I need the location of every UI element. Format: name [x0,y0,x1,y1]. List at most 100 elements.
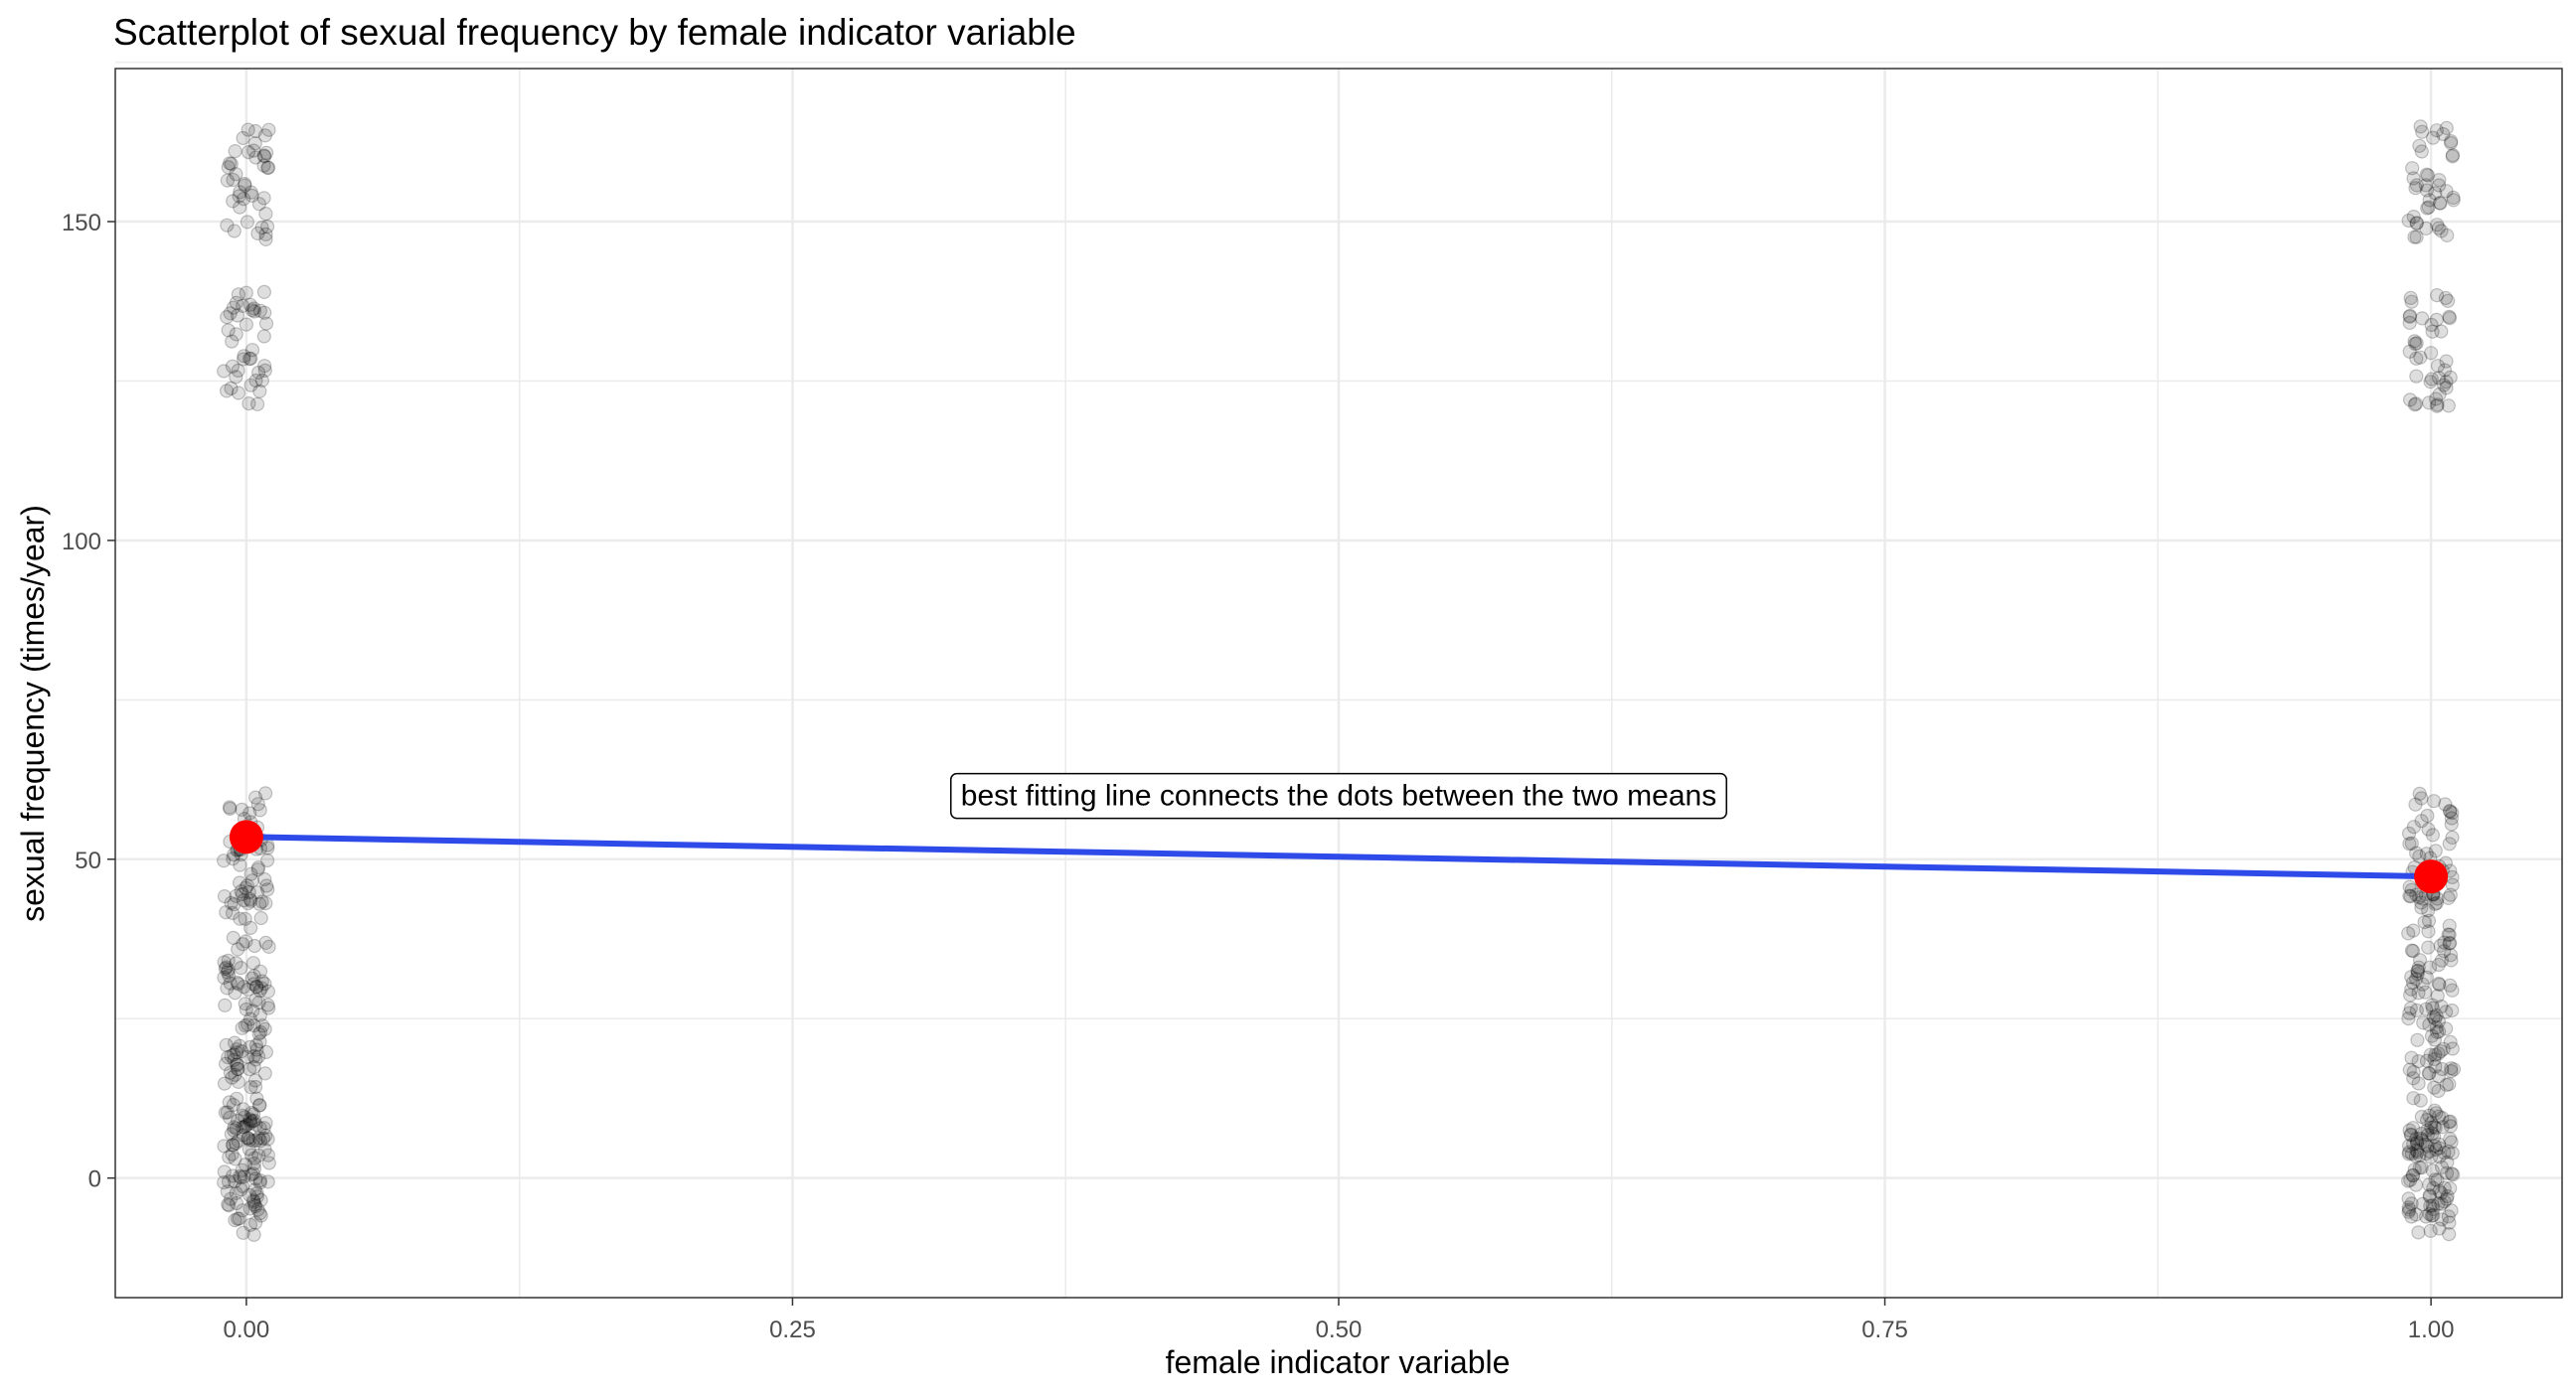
data-point [2442,927,2457,942]
data-point [221,1173,237,1189]
data-point [239,934,253,949]
data-point [248,1171,263,1186]
data-point [2421,924,2436,939]
data-point [2402,344,2417,359]
data-point [237,352,251,367]
data-point [2421,903,2436,918]
data-point [242,352,257,367]
data-point [2406,1091,2421,1106]
data-point [2431,1109,2447,1124]
data-point [2443,1180,2458,1196]
data-point [2434,953,2449,968]
data-point [226,852,241,866]
data-point [2409,336,2424,351]
data-point [252,303,267,318]
data-point [246,1113,261,1128]
data-point [237,1120,251,1135]
data-point [248,1079,263,1095]
data-point [2444,135,2459,151]
data-point [248,790,263,805]
data-point [235,1162,249,1177]
data-point [225,359,240,374]
data-point [221,965,236,980]
data-point [226,1097,241,1113]
data-point [2431,1083,2446,1099]
data-point [258,1128,273,1143]
data-point [258,316,274,331]
data-point [218,1105,233,1120]
data-point [258,1044,273,1060]
data-point [2439,1191,2454,1206]
data-point [2422,1066,2437,1081]
data-point [259,878,274,893]
data-point [2427,1080,2442,1095]
data-point [254,981,269,996]
data-point [217,888,233,904]
data-point [247,1197,262,1212]
data-point [2432,178,2447,193]
annotation: best fitting line connects the dots betw… [950,772,1727,820]
data-point [260,160,275,175]
data-point [2408,1149,2423,1163]
data-point [2428,1047,2443,1062]
annotation-label: best fitting line connects the dots betw… [961,780,1716,813]
data-point [2419,1053,2435,1068]
data-point [2440,228,2455,242]
data-point [252,1172,267,1188]
data-point [220,981,235,996]
data-point [224,1127,239,1142]
data-point [240,1117,254,1133]
data-point [243,1167,258,1182]
data-point [227,897,242,912]
data-point [2403,988,2418,1003]
data-point [2405,1168,2420,1183]
data-point [2424,346,2439,361]
data-point [258,935,273,951]
data-point [257,149,272,164]
data-point [2437,363,2453,378]
data-point [239,285,253,300]
data-point [2444,1166,2460,1181]
data-point [2409,1136,2425,1151]
data-point [257,871,272,887]
data-point [238,997,252,1011]
data-point [260,882,275,897]
data-point [219,1056,234,1071]
data-point [229,1195,244,1211]
data-point [225,905,241,921]
data-point [231,977,245,992]
data-point [2443,935,2458,951]
data-point [2431,1013,2446,1029]
data-point [2442,803,2458,819]
data-point [252,1098,267,1113]
data-point [2432,1221,2447,1236]
data-point [260,838,275,852]
data-point [2414,900,2429,915]
x-axis-ticks: 0.00 0.25 0.50 0.75 1.00 [224,1298,2454,1343]
y-axis-ticks: 0 50 100 150 [62,210,115,1193]
data-point [2426,1009,2441,1024]
data-point [2402,1123,2417,1138]
data-point [2412,1148,2427,1162]
data-point [223,976,238,991]
data-point [2408,396,2424,411]
data-point [2442,1077,2457,1092]
data-point [217,1139,232,1154]
data-point [245,956,260,971]
data-point [241,1017,255,1032]
data-point [236,1102,250,1117]
data-point [252,1134,268,1149]
data-point [2425,828,2440,843]
data-point [252,1206,267,1221]
data-point [249,1091,264,1106]
data-point [248,993,263,1008]
data-point [220,384,235,398]
data-point [2418,178,2433,193]
data-point [253,1208,268,1223]
data-point [2445,830,2460,846]
data-point [221,1049,236,1065]
data-point [229,956,243,971]
data-point [230,1211,245,1226]
data-point [2425,1198,2440,1213]
data-point [242,806,257,821]
